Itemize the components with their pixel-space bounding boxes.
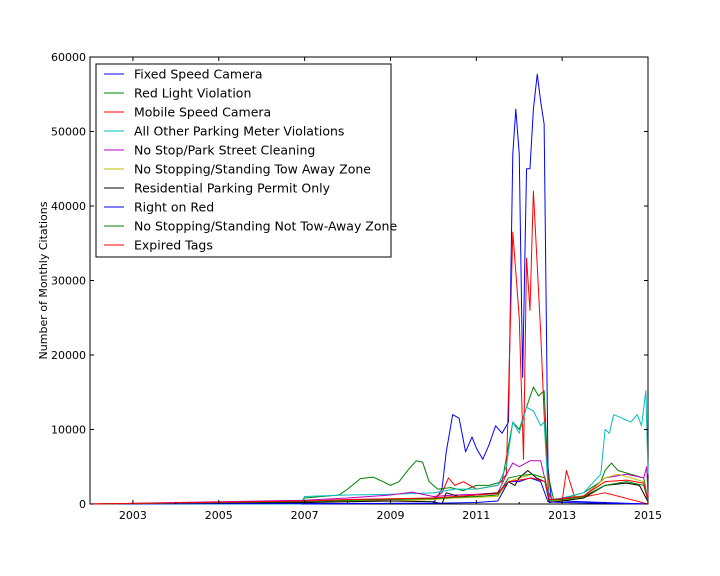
- series-line-3: [90, 390, 649, 505]
- legend-label-7: Right on Red: [134, 200, 214, 215]
- x-tick-label-0: 2003: [119, 509, 147, 522]
- series-line-6: [89, 469, 649, 505]
- series-layer: [89, 73, 649, 505]
- x-tick-label-5: 2013: [548, 509, 576, 522]
- series-line-0: [90, 73, 649, 505]
- legend-box: [95, 63, 392, 258]
- y-axis: 0 10000 20000 30000 40000 50000 60000: [51, 51, 648, 511]
- series-line-9: [89, 477, 649, 505]
- y-tick-label-1: 10000: [51, 424, 86, 437]
- y-tick-label-5: 50000: [51, 126, 86, 139]
- x-axis: 2003 2005 2007 2009 2011 2013 2015: [89, 57, 662, 522]
- series-line-7: [89, 477, 649, 505]
- y-tick-label-3: 30000: [51, 275, 86, 288]
- y-axis-label: Number of Monthly Citations: [37, 201, 50, 359]
- y-tick-label-2: 20000: [51, 349, 86, 362]
- x-tick-label-3: 2009: [376, 509, 404, 522]
- legend-label-2: Mobile Speed Camera: [134, 105, 271, 120]
- legend-label-3: All Other Parking Meter Violations: [134, 124, 344, 139]
- legend: Fixed Speed Camera Red Light Violation Mob…: [95, 63, 397, 258]
- legend-label-6: Residential Parking Permit Only: [134, 181, 331, 196]
- legend-label-4: No Stop/Park Street Cleaning: [134, 143, 315, 158]
- legend-label-9: Expired Tags: [134, 238, 213, 253]
- legend-label-1: Red Light Violation: [134, 86, 251, 101]
- legend-label-8: No Stopping/Standing Not Tow-Away Zone: [134, 219, 397, 234]
- x-tick-label-2: 2007: [291, 509, 319, 522]
- x-tick-label-4: 2011: [462, 509, 490, 522]
- series-line-4: [89, 460, 649, 505]
- y-tick-label-0: 0: [79, 498, 86, 511]
- x-tick-label-6: 2015: [634, 509, 662, 522]
- series-line-8: [89, 473, 649, 505]
- legend-items: Fixed Speed Camera Red Light Violation Mob…: [104, 67, 397, 253]
- y-tick-label-4: 40000: [51, 200, 86, 213]
- y-tick-label-6: 60000: [51, 51, 86, 64]
- legend-label-0: Fixed Speed Camera: [134, 67, 263, 82]
- x-tick-label-1: 2005: [205, 509, 233, 522]
- legend-label-5: No Stopping/Standing Tow Away Zone: [134, 162, 371, 177]
